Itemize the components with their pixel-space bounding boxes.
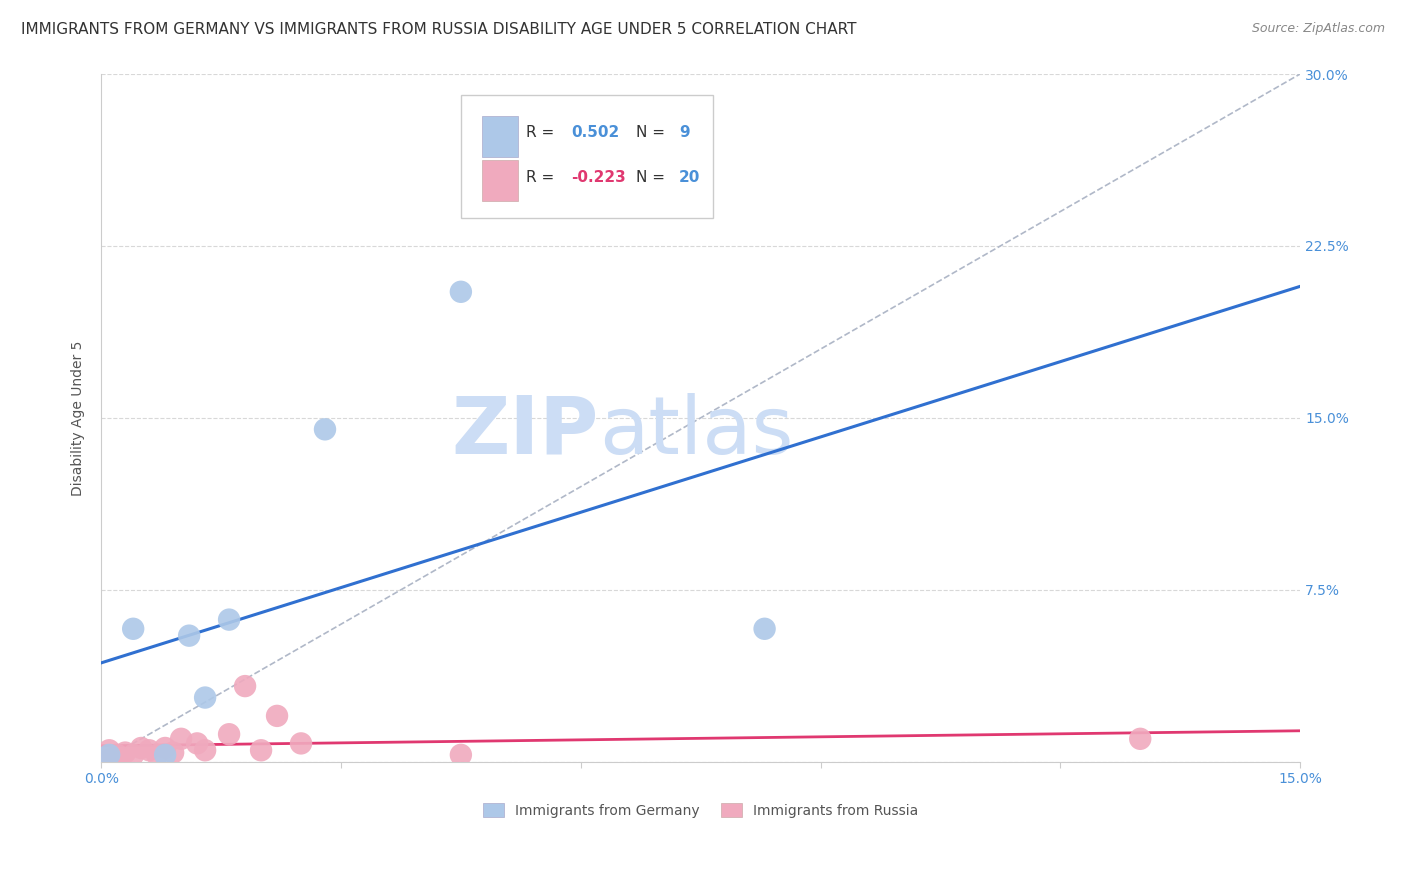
- Point: [1129, 731, 1152, 746]
- FancyBboxPatch shape: [461, 95, 713, 219]
- Text: N =: N =: [636, 125, 669, 140]
- Text: atlas: atlas: [599, 392, 793, 471]
- Point: [146, 747, 169, 762]
- Point: [122, 747, 145, 762]
- Text: -0.223: -0.223: [571, 169, 626, 185]
- Point: [122, 622, 145, 636]
- Point: [153, 747, 176, 762]
- Text: R =: R =: [526, 169, 558, 185]
- Point: [129, 741, 152, 756]
- Point: [266, 709, 288, 723]
- Y-axis label: Disability Age Under 5: Disability Age Under 5: [72, 340, 86, 496]
- Legend: Immigrants from Germany, Immigrants from Russia: Immigrants from Germany, Immigrants from…: [478, 797, 924, 823]
- Point: [250, 743, 273, 757]
- Point: [170, 731, 193, 746]
- FancyBboxPatch shape: [482, 116, 519, 157]
- Text: 0.502: 0.502: [571, 125, 620, 140]
- Point: [194, 743, 217, 757]
- Point: [98, 747, 121, 762]
- Point: [194, 690, 217, 705]
- Point: [754, 622, 776, 636]
- FancyBboxPatch shape: [482, 160, 519, 201]
- Point: [218, 727, 240, 741]
- Text: N =: N =: [636, 169, 669, 185]
- Point: [98, 743, 121, 757]
- Point: [98, 752, 121, 766]
- Point: [179, 629, 201, 643]
- Point: [153, 741, 176, 756]
- Point: [114, 746, 136, 760]
- Text: R =: R =: [526, 125, 558, 140]
- Point: [162, 746, 184, 760]
- Point: [138, 743, 160, 757]
- Point: [218, 613, 240, 627]
- Point: [314, 422, 336, 436]
- Text: Source: ZipAtlas.com: Source: ZipAtlas.com: [1251, 22, 1385, 36]
- Text: IMMIGRANTS FROM GERMANY VS IMMIGRANTS FROM RUSSIA DISABILITY AGE UNDER 5 CORRELA: IMMIGRANTS FROM GERMANY VS IMMIGRANTS FR…: [21, 22, 856, 37]
- Text: ZIP: ZIP: [451, 392, 599, 471]
- Point: [290, 736, 312, 750]
- Point: [450, 285, 472, 299]
- Point: [186, 736, 208, 750]
- Text: 20: 20: [679, 169, 700, 185]
- Point: [450, 747, 472, 762]
- Point: [233, 679, 256, 693]
- Text: 9: 9: [679, 125, 690, 140]
- Point: [105, 747, 128, 762]
